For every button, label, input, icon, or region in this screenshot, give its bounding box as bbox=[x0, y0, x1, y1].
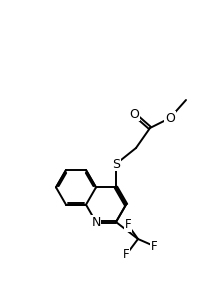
Text: O: O bbox=[129, 107, 139, 121]
Text: O: O bbox=[165, 112, 175, 124]
Text: S: S bbox=[112, 157, 120, 171]
Text: F: F bbox=[123, 248, 129, 262]
Text: F: F bbox=[151, 239, 157, 253]
Text: N: N bbox=[91, 215, 101, 229]
Text: F: F bbox=[125, 218, 131, 232]
